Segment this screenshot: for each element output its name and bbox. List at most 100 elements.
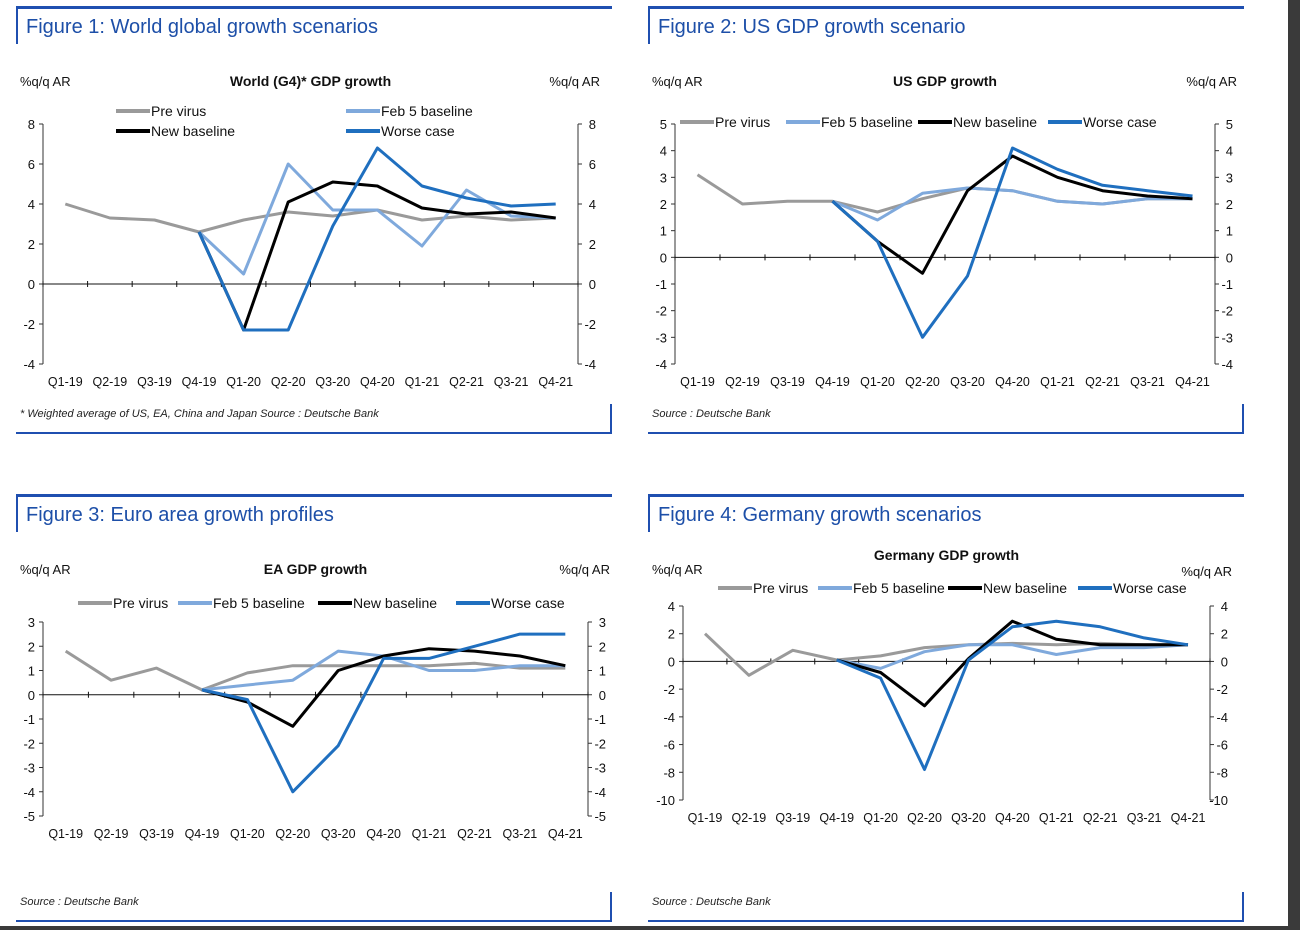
y-tick-label-right: -1 xyxy=(1221,277,1233,292)
x-tick-label: Q1-21 xyxy=(1040,375,1075,389)
series-line-pre-virus xyxy=(703,632,1188,677)
y-tick-label-left: -2 xyxy=(23,736,35,751)
y-tick-label-left: -4 xyxy=(655,357,667,372)
y-tick-label-left: 0 xyxy=(28,277,35,292)
x-tick-label: Q1-20 xyxy=(860,375,895,389)
x-tick-label: Q1-21 xyxy=(1039,811,1074,825)
x-tick-label: Q4-20 xyxy=(360,375,395,389)
series-line-new-baseline xyxy=(831,154,1193,275)
figure-footer: Source : Deutsche Bank xyxy=(648,404,1244,434)
legend-label: Worse case xyxy=(381,123,455,139)
x-tick-label: Q1-20 xyxy=(863,811,898,825)
y-tick-label-left: -4 xyxy=(23,785,35,800)
figure-title-bar: Figure 2: US GDP growth scenario xyxy=(648,6,1244,44)
y-tick-label-left: 0 xyxy=(28,688,35,703)
y-tick-label-left: -6 xyxy=(663,738,675,753)
series-line-pre-virus xyxy=(64,202,556,234)
y-tick-label-right: -1 xyxy=(594,712,606,727)
y-tick-label-left: 5 xyxy=(660,117,667,132)
figure-4-panel: Figure 4: Germany growth scenarios Germa… xyxy=(648,494,1248,922)
y-tick-label-right: -2 xyxy=(1216,682,1228,697)
x-tick-label: Q3-20 xyxy=(951,811,986,825)
x-tick-label: Q1-19 xyxy=(688,811,723,825)
y-axis-unit-left: %q/q AR xyxy=(652,562,703,577)
y-tick-label-right: -10 xyxy=(1209,793,1228,808)
y-tick-label-right: -5 xyxy=(594,809,606,824)
chart-title: US GDP growth xyxy=(893,73,997,89)
y-tick-label-left: 1 xyxy=(28,664,35,679)
y-tick-label-right: 4 xyxy=(1221,599,1228,614)
x-tick-label: Q1-19 xyxy=(48,827,83,841)
x-tick-label: Q2-20 xyxy=(271,375,306,389)
x-tick-label: Q1-20 xyxy=(226,375,261,389)
x-tick-label: Q3-19 xyxy=(139,827,174,841)
x-tick-label: Q2-21 xyxy=(1085,375,1120,389)
legend-label: Pre virus xyxy=(113,595,168,611)
y-tick-label-left: -3 xyxy=(23,761,35,776)
y-tick-label-right: -2 xyxy=(594,736,606,751)
y-tick-label-left: -5 xyxy=(23,809,35,824)
x-tick-label: Q4-20 xyxy=(995,375,1030,389)
y-tick-label-left: 1 xyxy=(660,224,667,239)
x-tick-label: Q2-19 xyxy=(93,375,128,389)
x-tick-label: Q4-21 xyxy=(548,827,583,841)
y-tick-label-left: -1 xyxy=(655,277,667,292)
y-tick-label-right: 6 xyxy=(589,157,596,172)
x-tick-label: Q3-21 xyxy=(1127,811,1162,825)
x-tick-label: Q1-20 xyxy=(230,827,265,841)
y-tick-label-left: -2 xyxy=(663,682,675,697)
x-tick-label: Q3-20 xyxy=(315,375,350,389)
x-tick-label: Q1-19 xyxy=(48,375,83,389)
y-tick-label-right: 5 xyxy=(1226,117,1233,132)
figure-footer: Source : Deutsche Bank xyxy=(16,892,612,922)
y-tick-label-left: 8 xyxy=(28,117,35,132)
figure-title: Figure 3: Euro area growth profiles xyxy=(26,504,334,526)
y-tick-label-right: 1 xyxy=(1226,224,1233,239)
x-tick-label: Q3-19 xyxy=(775,811,810,825)
legend-label: New baseline xyxy=(953,114,1037,130)
y-tick-label-left: 3 xyxy=(660,170,667,185)
x-tick-label: Q3-21 xyxy=(1130,375,1165,389)
x-tick-label: Q4-21 xyxy=(1175,375,1210,389)
y-axis-unit-right: %q/q AR xyxy=(1181,564,1232,579)
y-tick-label-right: -4 xyxy=(1221,357,1233,372)
legend-label: Pre virus xyxy=(753,580,808,596)
series-line-worse-case xyxy=(831,146,1193,339)
y-tick-label-right: 2 xyxy=(1226,197,1233,212)
x-tick-label: Q3-19 xyxy=(770,375,805,389)
chart-title: World (G4)* GDP growth xyxy=(230,73,391,89)
figure-title-bar: Figure 4: Germany growth scenarios xyxy=(648,494,1244,532)
figure-1-panel: Figure 1: World global growth scenarios … xyxy=(16,6,616,434)
y-tick-label-left: -4 xyxy=(23,357,35,372)
x-tick-label: Q3-21 xyxy=(494,375,529,389)
y-tick-label-right: -4 xyxy=(594,785,606,800)
figure-title: Figure 4: Germany growth scenarios xyxy=(658,504,982,526)
y-tick-label-left: 2 xyxy=(668,627,675,642)
chart-title: EA GDP growth xyxy=(264,561,367,577)
y-tick-label-left: 2 xyxy=(28,237,35,252)
series-line-pre-virus xyxy=(64,649,566,692)
y-tick-label-left: -3 xyxy=(655,330,667,345)
x-tick-label: Q4-19 xyxy=(819,811,854,825)
y-tick-label-left: 6 xyxy=(28,157,35,172)
legend-label: New baseline xyxy=(353,595,437,611)
x-tick-label: Q4-20 xyxy=(995,811,1030,825)
legend-label: Worse case xyxy=(1083,114,1157,130)
figure-title-bar: Figure 3: Euro area growth profiles xyxy=(16,494,612,532)
y-axis-unit-left: %q/q AR xyxy=(652,74,703,89)
y-tick-label-right: 3 xyxy=(599,615,606,630)
x-tick-label: Q2-19 xyxy=(725,375,760,389)
y-tick-label-right: 2 xyxy=(1221,627,1228,642)
legend-label: New baseline xyxy=(151,123,235,139)
x-tick-label: Q3-21 xyxy=(503,827,538,841)
figure-title-bar: Figure 1: World global growth scenarios xyxy=(16,6,612,44)
y-tick-label-right: 0 xyxy=(1221,654,1228,669)
y-tick-label-left: 0 xyxy=(668,654,675,669)
x-tick-label: Q4-19 xyxy=(185,827,220,841)
y-tick-label-left: -10 xyxy=(656,793,675,808)
x-tick-label: Q2-20 xyxy=(905,375,940,389)
source-note: Source : Deutsche Bank xyxy=(20,896,139,908)
source-note: Source : Deutsche Bank xyxy=(652,896,771,908)
x-tick-label: Q4-19 xyxy=(815,375,850,389)
y-tick-label-left: -1 xyxy=(23,712,35,727)
